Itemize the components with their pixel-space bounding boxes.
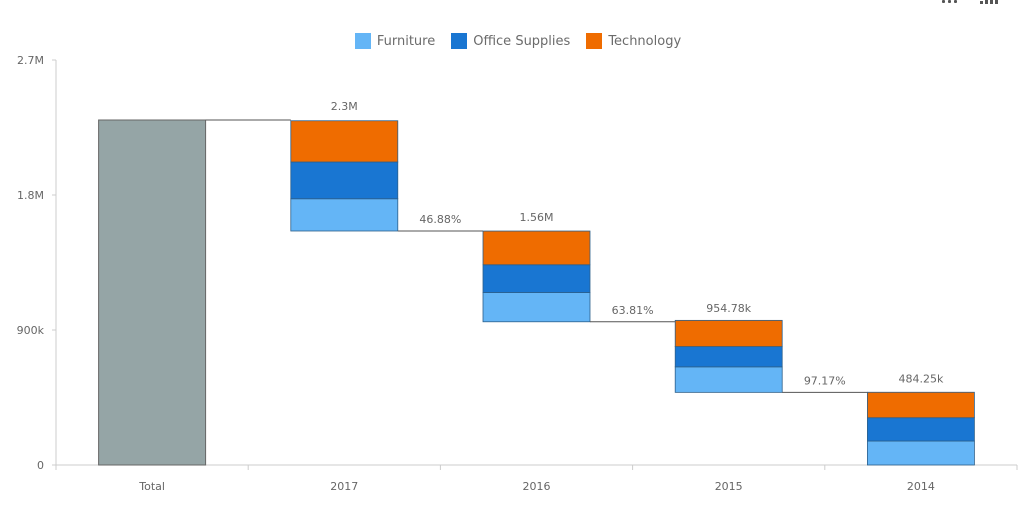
connector-label-2016-2015: 63.81% (612, 304, 654, 317)
value-label-2017: 2.3M (331, 100, 358, 113)
connector-label-2015-2014: 97.17% (804, 374, 846, 387)
technology-swatch (586, 33, 603, 49)
x-tick-label-2016: 2016 (523, 480, 551, 493)
legend-label-furniture: Furniture (376, 33, 436, 49)
bar-chart-icon[interactable] (980, 0, 998, 4)
furniture-swatch (354, 33, 371, 49)
legend-item-office-supplies[interactable]: Office Supplies (451, 33, 570, 49)
x-tick-label-2015: 2015 (715, 480, 743, 493)
menu-dots-icon[interactable] (942, 0, 960, 4)
legend-item-furniture[interactable]: Furniture (354, 33, 436, 49)
legend-item-technology[interactable]: Technology (586, 33, 681, 49)
legend-label-technology: Technology (608, 33, 682, 49)
bar-furniture-2015 (674, 366, 783, 393)
value-label-2016: 1.56M (520, 211, 554, 224)
bar-furniture-2017 (290, 198, 399, 232)
bar-office-supplies-2015 (674, 346, 783, 368)
bar-office-supplies-2016 (482, 264, 591, 293)
x-tick-label-2014: 2014 (907, 480, 935, 493)
value-label-2014: 484.25k (898, 372, 943, 385)
legend-label-office-supplies: Office Supplies (473, 33, 571, 49)
bar-technology-2015 (674, 319, 783, 348)
bar-furniture-2016 (482, 292, 591, 323)
chart-toolbar (942, 0, 998, 4)
office-supplies-swatch (451, 33, 468, 49)
y-tick-label-3: 2.7M (17, 54, 44, 67)
bar-technology-2017 (290, 120, 399, 163)
bar-office-supplies-2014 (867, 417, 975, 442)
bar-furniture-2014 (867, 440, 975, 466)
bar-office-supplies-2017 (290, 161, 399, 200)
value-label-2015: 954.78k (706, 302, 751, 315)
y-tick-label-1: 900k (17, 324, 45, 337)
bar-technology-2016 (482, 230, 591, 266)
chart-legend: Furniture Office Supplies Technology (0, 31, 1036, 51)
x-tick-label-2017: 2017 (330, 480, 358, 493)
bar-technology-2014 (867, 391, 975, 419)
connector-label-2017-2016: 46.88% (419, 213, 461, 226)
x-tick-label-total: Total (138, 480, 165, 493)
bar-total (98, 119, 207, 466)
y-tick-label-2: 1.8M (17, 189, 44, 202)
y-tick-label-0: 0 (37, 459, 44, 472)
